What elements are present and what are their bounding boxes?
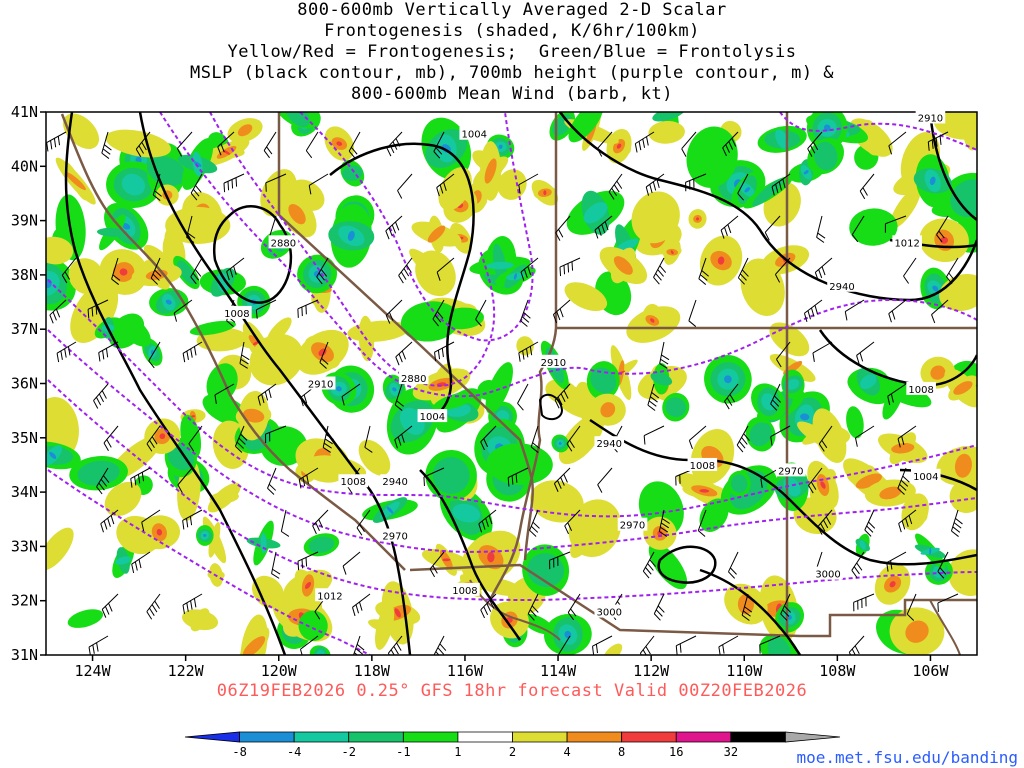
contour-label: 3000 — [597, 608, 622, 619]
lat-tick-label: 38N — [11, 266, 38, 284]
contour-label: 2970 — [620, 521, 645, 532]
colorbar-swatch — [239, 731, 295, 743]
latitude-axis: 41N 40N 39N 38N 37N 36N 35N 34N 33N 32N 31N — [11, 103, 46, 664]
coastline — [60, 113, 406, 571]
contour-labels: 1004 1008 1004 1008 1012 1008 1008 1012 1008 1004… — [222, 110, 946, 619]
colorbar-label: -2 — [342, 745, 356, 759]
contour-label: 3000 — [815, 570, 840, 581]
lon-tick-label: 124W — [74, 662, 111, 680]
contour-label: 1008 — [224, 309, 249, 320]
colorbar-label: 2 — [509, 745, 516, 759]
lon-tick-label: 112W — [633, 662, 670, 680]
colorbar-swatch — [348, 731, 404, 743]
height-contours — [47, 112, 977, 655]
colorbar-swatch — [402, 731, 459, 743]
contour-label: 1008 — [908, 385, 933, 396]
lon-tick-label: 114W — [540, 662, 577, 680]
colorbar-swatch — [785, 731, 841, 743]
title-line-1: 800-600mb Vertically Averaged 2-D Scalar — [297, 0, 727, 20]
colorbar-label: 8 — [618, 745, 625, 759]
us-mexico-border — [409, 563, 977, 638]
colorbar-swatch — [457, 731, 513, 743]
gulf-coast — [469, 579, 561, 641]
colorbar-swatch — [512, 731, 568, 743]
colorbar: -8 -4 -2 -1 1 2 4 8 16 32 — [184, 731, 841, 759]
colorbar-label: -1 — [396, 745, 410, 759]
lon-tick-label: 122W — [168, 662, 205, 680]
credit-link[interactable]: moe.met.fsu.edu/banding — [796, 748, 1018, 767]
contour-label: 2940 — [382, 477, 407, 488]
contour-label: 1012 — [894, 238, 919, 249]
contour-label: 1012 — [317, 591, 342, 602]
contour-label: 1004 — [462, 130, 487, 141]
wind-barbs — [46, 131, 963, 655]
lat-tick-label: 32N — [11, 592, 38, 610]
state-borders — [60, 112, 977, 655]
contour-label: 2970 — [778, 466, 803, 477]
lat-tick-label: 31N — [11, 646, 38, 664]
title-line-3: Yellow/Red = Frontogenesis; Green/Blue =… — [227, 42, 797, 62]
lat-tick-label: 36N — [11, 375, 38, 393]
mx-coast — [929, 599, 961, 655]
colorbar-label: -4 — [287, 745, 301, 759]
colorbar-label: 32 — [724, 745, 738, 759]
contour-label: 1008 — [341, 477, 366, 488]
lat-tick-label: 40N — [11, 157, 38, 175]
valid-time-label: 06Z19FEB2026 0.25° GFS 18hr forecast Val… — [216, 681, 808, 701]
lat-tick-label: 41N — [11, 103, 38, 121]
map-title: 800-600mb Vertically Averaged 2-D Scalar… — [0, 0, 1024, 105]
lat-tick-label: 37N — [11, 320, 38, 338]
contour-label: 2910 — [541, 358, 566, 369]
lat-tick-label: 34N — [11, 483, 38, 501]
contour-label: 1004 — [913, 472, 938, 483]
colorbar-label: 16 — [669, 745, 683, 759]
colorbar-swatch — [621, 731, 677, 743]
contour-label: 2940 — [597, 439, 622, 450]
colorbar-swatch — [730, 731, 786, 743]
contour-label: 1004 — [420, 412, 445, 423]
contour-label: 2880 — [401, 374, 426, 385]
lon-tick-label: 116W — [447, 662, 484, 680]
contour-label: 2940 — [829, 282, 854, 293]
longitude-axis: 124W 122W 120W 118W 116W 114W 112W 110W 108W 106W — [74, 655, 949, 680]
colorbar-swatch — [184, 731, 240, 743]
title-line-4: MSLP (black contour, mb), 700mb height (… — [189, 63, 835, 83]
lat-tick-label: 33N — [11, 537, 38, 555]
lon-tick-label: 108W — [819, 662, 856, 680]
title-line-5: 800-600mb Mean Wind (barb, kt) — [350, 84, 674, 104]
contour-label: 2970 — [382, 532, 407, 543]
colorbar-label: 1 — [454, 745, 461, 759]
contour-label: 2910 — [918, 113, 943, 124]
contour-label: 2880 — [271, 238, 296, 249]
title-line-2: Frontogenesis (shaded, K/6hr/100km) — [324, 21, 700, 41]
lon-tick-label: 120W — [261, 662, 298, 680]
contour-label: 2910 — [308, 380, 333, 391]
mslp-contours — [64, 112, 977, 655]
colorbar-label: -8 — [232, 745, 246, 759]
contour-label: 1008 — [690, 461, 715, 472]
lon-tick-label: 118W — [354, 662, 391, 680]
colorbar-swatch — [293, 731, 350, 743]
lat-tick-label: 35N — [11, 429, 38, 447]
lat-tick-label: 39N — [11, 212, 38, 230]
lon-tick-label: 106W — [912, 662, 949, 680]
colorbar-swatch — [566, 731, 623, 743]
colorbar-swatch — [675, 731, 732, 743]
colorbar-label: 4 — [563, 745, 570, 759]
contour-label: 1008 — [452, 586, 477, 597]
lon-tick-label: 110W — [726, 662, 763, 680]
